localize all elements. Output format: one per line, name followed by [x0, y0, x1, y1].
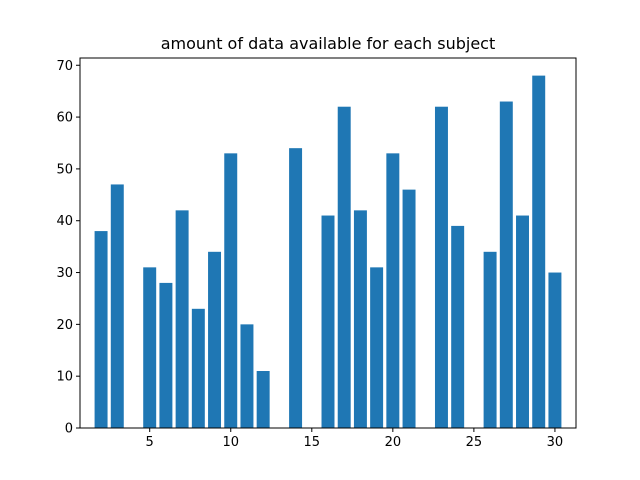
y-tick-label: 0: [65, 422, 73, 437]
bar-subject-16: [321, 215, 335, 428]
bar-subject-18: [353, 210, 367, 428]
bar-subject-21: [402, 189, 416, 428]
bar-subject-12: [256, 370, 270, 428]
x-tick-label: 20: [385, 435, 402, 450]
bar-subject-3: [110, 184, 124, 428]
bar-subject-11: [240, 324, 254, 428]
bar-subject-28: [516, 215, 529, 428]
bar-subject-17: [337, 106, 351, 428]
y-axis: 0 10 20 30 40 50 60 70: [56, 59, 80, 437]
bar-subject-8: [191, 308, 205, 428]
x-tick-label: 15: [304, 435, 321, 450]
bar-subject-14: [289, 148, 303, 428]
bar-subject-24: [451, 225, 465, 428]
y-tick-label: 10: [56, 370, 73, 385]
y-tick-label: 50: [56, 162, 73, 177]
y-tick-label: 40: [56, 214, 73, 229]
bar-subject-10: [224, 153, 238, 428]
bar-subject-2: [94, 231, 108, 428]
bar-subject-5: [143, 267, 157, 428]
x-axis: 5 10 15 20 25 30: [146, 428, 564, 450]
x-tick-label: 30: [547, 435, 564, 450]
bar-subject-20: [386, 153, 400, 428]
x-tick-label: 25: [466, 435, 483, 450]
bar-subject-7: [175, 210, 189, 428]
y-tick-label: 20: [56, 318, 73, 333]
bar-subject-26: [483, 251, 497, 428]
y-tick-label: 70: [56, 59, 73, 74]
bar-subject-27: [499, 101, 513, 428]
bar-subject-30: [548, 272, 562, 428]
plot-frame: [79, 57, 577, 429]
x-tick-label: 10: [222, 435, 239, 450]
bar-subject-9: [208, 251, 222, 428]
bar-subject-6: [159, 282, 173, 428]
bar-subject-19: [370, 267, 384, 428]
bars-group: [94, 75, 562, 428]
y-tick-label: 60: [56, 111, 73, 126]
y-tick-label: 30: [56, 266, 73, 281]
bar-subject-23: [434, 106, 448, 428]
bar-subject-29: [532, 75, 546, 428]
chart-title: amount of data available for each subjec…: [161, 34, 496, 53]
x-tick-label: 5: [146, 435, 154, 450]
